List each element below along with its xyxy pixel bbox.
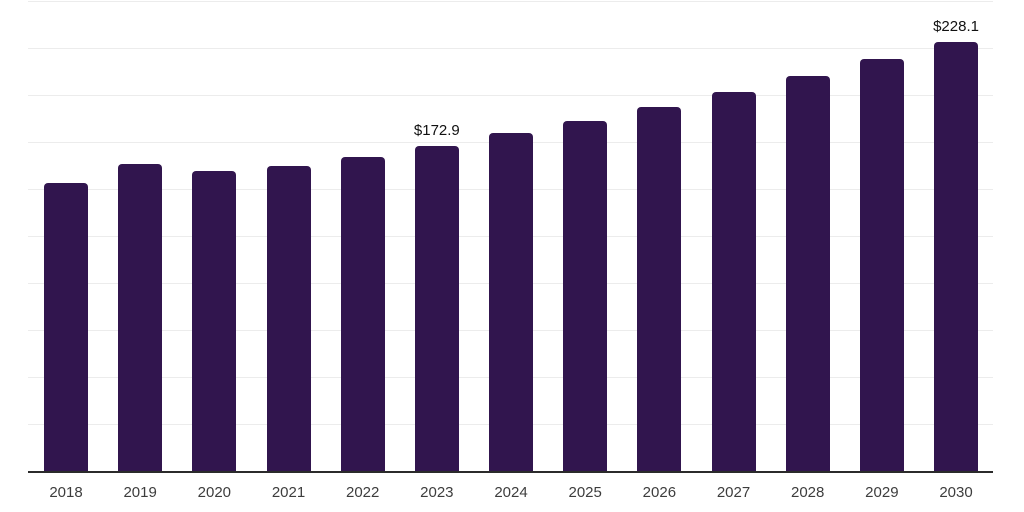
bar-2021: [266, 166, 311, 471]
gridline: [28, 48, 993, 49]
bar-2030: [934, 42, 979, 471]
bar-2024: [489, 132, 534, 471]
x-tick-label-2030: 2030: [939, 484, 973, 501]
value-label-2030: $228.1: [933, 18, 979, 36]
bar-2020: [192, 170, 237, 471]
gridline: [28, 1, 993, 2]
bar-2025: [563, 120, 608, 471]
x-tick-label-2022: 2022: [345, 484, 380, 501]
bar-2018: [44, 182, 88, 471]
x-tick-label-2028: 2028: [791, 484, 825, 501]
x-tick-label-2025: 2025: [568, 484, 602, 501]
gridline: [28, 95, 993, 96]
bar-2019: [118, 163, 163, 471]
x-tick-label-2029: 2029: [865, 484, 899, 501]
x-tick-label-2021: 2021: [271, 484, 306, 501]
plot-area: $172.9 $228.1: [28, 1, 993, 473]
x-tick-label-2024: 2024: [494, 484, 528, 501]
x-tick-label-2026: 2026: [642, 484, 677, 501]
bar-2029: [859, 59, 904, 471]
x-tick-label-2023: 2023: [420, 484, 454, 501]
bar-2028: [785, 75, 830, 471]
x-tick-label-2020: 2020: [197, 484, 232, 501]
x-tick-label-2019: 2019: [123, 484, 157, 501]
x-tick-label-2018: 2018: [49, 484, 83, 501]
x-tick-label-2027: 2027: [716, 484, 751, 501]
bar-2027: [711, 91, 756, 471]
bar-2023: [414, 145, 459, 471]
bar-2022: [340, 157, 385, 471]
bar-2026: [637, 106, 682, 471]
value-label-2023: $172.9: [413, 121, 460, 139]
